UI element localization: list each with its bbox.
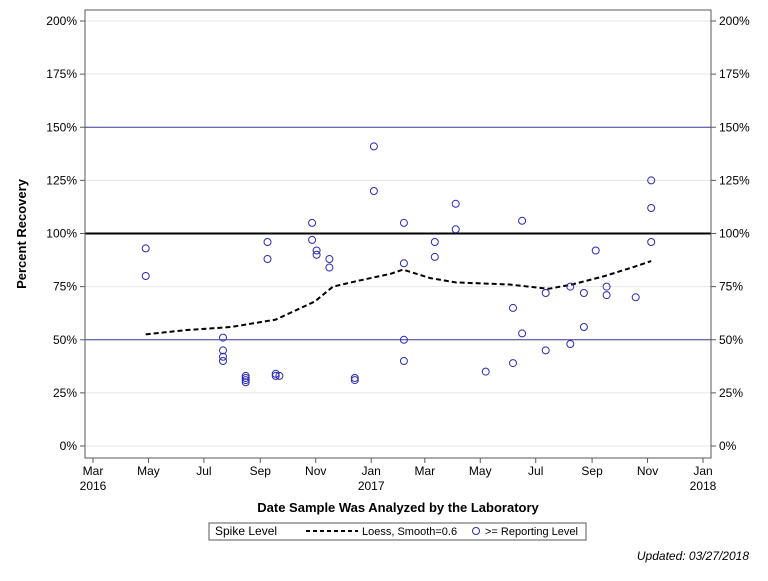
- data-point: [241, 378, 250, 387]
- y-tick-label-left: 75%: [53, 280, 77, 294]
- y-tick-label-left: 50%: [53, 333, 77, 347]
- data-point: [271, 371, 280, 380]
- y-tick-label-left: 25%: [53, 386, 77, 400]
- data-point: [308, 235, 317, 244]
- x-tick-label: Sep: [581, 464, 603, 478]
- x-tick-year-label: 2016: [80, 479, 107, 493]
- updated-footnote: Updated: 03/27/2018: [637, 549, 749, 563]
- y-tick-label-right: 200%: [719, 14, 750, 28]
- y-tick-label-right: 100%: [719, 227, 750, 241]
- data-point: [566, 282, 575, 291]
- y-axis-title: Percent Recovery: [14, 178, 29, 289]
- x-tick-label: Nov: [637, 464, 658, 478]
- data-point: [430, 252, 439, 261]
- data-point: [647, 238, 656, 246]
- data-point: [399, 335, 408, 344]
- data-point: [141, 272, 150, 280]
- data-point: [481, 367, 490, 376]
- data-point: [263, 255, 272, 263]
- x-tick-label: Jan: [362, 464, 381, 478]
- x-tick-label: Mar: [83, 464, 104, 478]
- data-point: [647, 176, 656, 185]
- data-point: [579, 289, 588, 297]
- data-point: [430, 238, 439, 246]
- x-tick-year-label: 2018: [690, 479, 717, 493]
- legend-frame: [208, 522, 587, 541]
- data-point: [312, 250, 321, 259]
- data-point: [308, 218, 317, 227]
- series-layer: [141, 142, 656, 387]
- y-tick-label-left: 150%: [46, 120, 77, 134]
- data-point: [518, 329, 527, 338]
- data-point: [399, 259, 408, 268]
- data-point: [399, 357, 408, 365]
- data-point: [451, 225, 460, 234]
- y-tick-label-right: 150%: [719, 120, 750, 134]
- y-tick-label-left: 100%: [46, 227, 77, 241]
- data-point: [602, 282, 611, 291]
- data-point: [518, 216, 527, 225]
- data-point: [241, 371, 250, 380]
- y-tick-label-left: 200%: [46, 14, 77, 28]
- reference-lines: [85, 126, 711, 341]
- data-point: [275, 371, 284, 380]
- x-tick-label: Mar: [414, 464, 435, 478]
- data-point: [509, 303, 517, 312]
- data-point: [541, 289, 550, 297]
- x-axis-title: Date Sample Was Analyzed by the Laborato…: [257, 500, 539, 515]
- y-tick-label-left: 125%: [46, 173, 77, 187]
- x-tick-label: Nov: [305, 464, 326, 478]
- y-tick-label-right: 125%: [719, 173, 750, 187]
- y-tick-label-right: 50%: [719, 333, 743, 347]
- data-point: [369, 187, 378, 195]
- data-point: [141, 244, 150, 253]
- data-point: [325, 263, 334, 272]
- y-tick-label-right: 25%: [719, 386, 743, 400]
- x-tick-year-label: 2017: [358, 479, 385, 493]
- legend-title: Spike Level: [215, 524, 277, 538]
- data-point: [451, 199, 460, 208]
- data-point: [631, 293, 640, 302]
- data-point: [350, 374, 359, 382]
- data-point: [241, 376, 250, 385]
- data-point: [399, 218, 408, 227]
- legend-item-loess: Loess, Smooth=0.6: [362, 526, 457, 538]
- data-point: [219, 352, 227, 361]
- legend-open-circle-icon: [472, 527, 480, 535]
- data-point: [219, 357, 227, 365]
- data-point: [219, 346, 227, 355]
- data-point: [647, 204, 656, 212]
- data-point: [325, 255, 334, 263]
- data-point: [566, 340, 575, 348]
- data-point: [263, 238, 272, 246]
- legend: Spike Level Loess, Smooth=0.6 >= Reporti…: [208, 522, 587, 541]
- y-tick-label-left: 0%: [60, 439, 78, 453]
- data-point: [591, 246, 600, 255]
- y-tick-label-right: 0%: [719, 439, 737, 453]
- x-tick-label: Jan: [693, 464, 712, 478]
- x-tick-label: May: [469, 464, 492, 478]
- loess-line: [145, 260, 652, 336]
- axes: 0% 0% 25% 25% 50% 50% 75% 75% 100% 100% 125% 125% 15…: [46, 14, 750, 493]
- data-point: [579, 323, 588, 331]
- y-tick-label-right: 75%: [719, 280, 743, 294]
- y-tick-label-right: 175%: [719, 67, 750, 81]
- x-tick-label: Jul: [528, 464, 543, 478]
- x-tick-label: May: [137, 464, 160, 478]
- x-tick-label: Jul: [196, 464, 211, 478]
- x-tick-label: Sep: [250, 464, 272, 478]
- data-point: [312, 246, 321, 255]
- data-point: [219, 333, 227, 342]
- legend-item-reporting-level: >= Reporting Level: [485, 526, 578, 538]
- data-point: [602, 291, 611, 300]
- data-point: [541, 346, 550, 355]
- data-point: [369, 142, 378, 151]
- y-tick-label-left: 175%: [46, 67, 77, 81]
- data-point: [350, 376, 359, 385]
- data-point: [241, 374, 250, 382]
- data-point: [509, 359, 517, 368]
